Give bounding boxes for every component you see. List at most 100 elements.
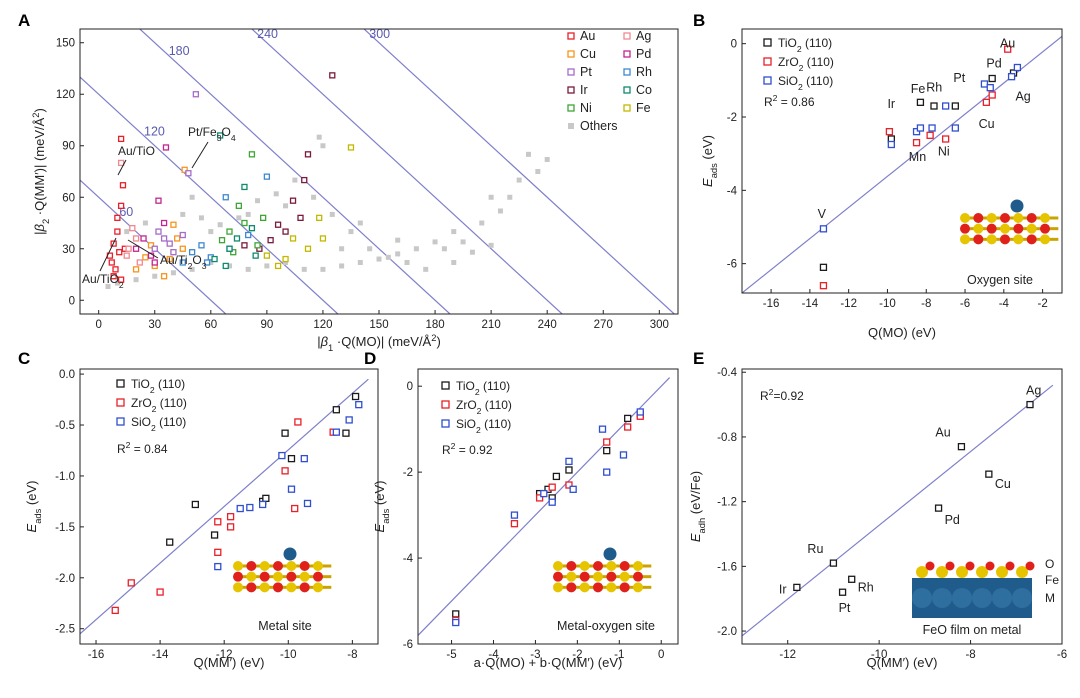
legend-label-part: (110) <box>803 55 833 69</box>
data-point <box>636 408 644 416</box>
data-point <box>345 416 353 424</box>
fit-line-group <box>742 384 1054 637</box>
element-label-v: V <box>818 207 827 221</box>
annotation-pt-fe3o4-part: 4 <box>231 133 236 143</box>
data-point-group <box>819 69 1018 271</box>
layer-label-m: M <box>1045 591 1055 605</box>
y-tick-label: -1.5 <box>55 522 75 534</box>
legend-label-part: (110) <box>156 415 186 429</box>
data-point-ni <box>230 249 237 256</box>
data-point-pt <box>185 170 192 177</box>
data-point-co <box>211 255 218 263</box>
element-label-ag: Ag <box>1026 384 1041 398</box>
data-point-ni <box>235 202 242 209</box>
plot-frame <box>741 28 1063 294</box>
data-point <box>452 618 460 627</box>
oxygen-atom <box>553 571 563 582</box>
data-point-others <box>526 151 531 157</box>
data-point-others <box>301 266 307 272</box>
data-point-group <box>793 400 1034 596</box>
data-point <box>619 451 628 459</box>
cation-atom <box>1013 213 1024 223</box>
data-point-others <box>264 263 270 269</box>
legend-marker <box>623 68 631 76</box>
panel-c: -16 -14 -12 -10 -8 0.0 -0.5 -1.0 -1.5 -2.0 -2.5 TiO… <box>24 368 379 670</box>
oxygen-atom <box>1040 223 1050 234</box>
data-point <box>569 485 577 493</box>
data-point-ni <box>241 219 248 227</box>
data-point-fe <box>263 252 271 259</box>
data-point-au <box>117 202 125 209</box>
oxygen-atom <box>633 571 643 582</box>
y-tick-label: -4 <box>727 185 738 197</box>
series-rh <box>179 173 271 266</box>
data-point-others <box>180 211 186 217</box>
oxygen-atom <box>246 582 257 593</box>
data-point <box>565 466 573 474</box>
data-point <box>332 406 340 414</box>
r-squared-label: R2=0.92 <box>760 387 804 403</box>
oxygen-atom <box>619 582 630 593</box>
r-squared-label-part: =0.92 <box>773 389 804 403</box>
data-point <box>332 428 340 436</box>
data-point-pt <box>192 91 200 98</box>
legend-label-co: Co <box>636 83 652 97</box>
data-point-ni <box>226 228 233 235</box>
data-point-others <box>283 259 289 265</box>
series-co <box>211 132 259 270</box>
data-point <box>552 472 561 481</box>
y-axis-label-part: 2 <box>31 112 41 117</box>
data-point-others <box>152 273 158 279</box>
y-tick-label: 60 <box>62 192 75 204</box>
data-point-others <box>255 198 261 204</box>
oxygen-atom <box>313 571 323 582</box>
cation-atom <box>273 571 283 582</box>
data-point-pt <box>160 235 168 242</box>
data-point <box>342 429 350 437</box>
data-point-au <box>108 259 115 266</box>
feo-film-illustration <box>912 561 1035 618</box>
legend-label-part: 2 <box>799 63 804 73</box>
legend-label-part: TiO <box>456 379 475 393</box>
legend-label: ZrO2 (110) <box>131 396 187 414</box>
panel-b: -16 -14 -12 -10 -8 -6 -4 -2 0 -2 -4 -6 V Ir Fe Mn Rh Ni Pt… <box>700 28 1063 340</box>
data-point-pd <box>151 259 158 266</box>
data-point <box>598 425 607 433</box>
data-point-group <box>166 392 360 546</box>
data-point <box>351 392 360 401</box>
y-axis-label-part: (eV) <box>24 481 39 509</box>
data-point <box>912 128 921 136</box>
cation-atom <box>313 561 323 571</box>
legend-label-part: 2 <box>151 423 156 433</box>
data-point-group <box>214 400 363 571</box>
data-point-others <box>170 270 176 276</box>
x-axis-label-part: ) <box>436 334 440 349</box>
y-tick-label: 150 <box>56 38 75 50</box>
x-axis-label: a·Q(MO) + b·Q(MM′) (eV) <box>474 655 623 670</box>
fe-atom <box>1016 566 1028 578</box>
x-axis-label-part: | <box>317 334 320 349</box>
y-axis-label-part: (eV) <box>700 135 715 163</box>
data-point <box>210 531 219 539</box>
data-point-others <box>283 203 289 209</box>
x-tick-label: -1 <box>614 649 624 661</box>
data-point-group <box>819 45 1012 290</box>
data-point <box>941 102 950 110</box>
metal-atom <box>952 588 972 608</box>
legend-label-ni: Ni <box>580 101 592 115</box>
contour-line <box>80 76 339 314</box>
cation-atom <box>233 561 243 571</box>
y-axis-label-part: | <box>32 231 47 234</box>
data-point-cu <box>132 266 140 273</box>
data-point-ir <box>282 228 289 235</box>
x-tick-label: 300 <box>650 319 669 331</box>
data-point-fe <box>282 255 289 263</box>
data-point-cu <box>147 242 155 249</box>
y-axis-label-part: E <box>700 178 715 187</box>
x-tick-label: -3 <box>530 649 540 661</box>
contour-label: 240 <box>257 27 278 41</box>
x-axis-label-part: 2 <box>431 333 436 343</box>
y-tick-label: -2 <box>403 467 413 479</box>
data-point-rh <box>263 173 271 180</box>
